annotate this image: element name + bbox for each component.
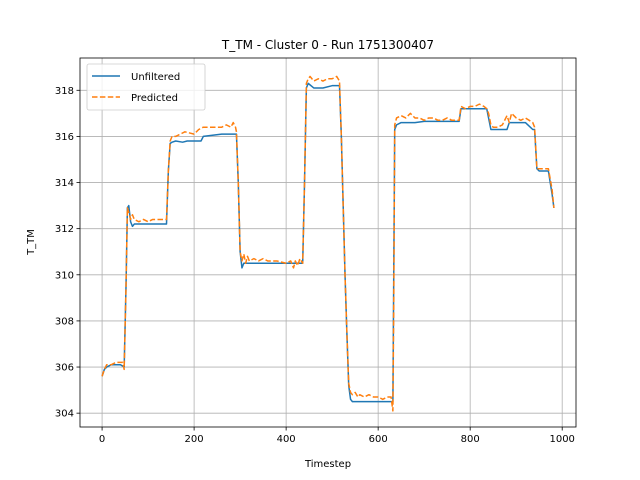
- x-tick-label: 200: [185, 434, 204, 445]
- plot-series: [101, 75, 555, 412]
- grid: [80, 58, 576, 427]
- x-axis-ticks: 0 200 400 600 800 1000: [99, 427, 575, 445]
- y-tick-label: 316: [55, 132, 74, 143]
- y-tick-label: 318: [55, 86, 74, 97]
- legend-label-unfiltered: Unfiltered: [131, 72, 180, 83]
- chart-title: T_TM - Cluster 0 - Run 1751300407: [221, 38, 434, 52]
- series-line-predicted: [101, 75, 555, 412]
- x-tick-label: 0: [99, 434, 105, 445]
- y-axis-ticks: 304 306 308 310 312 314 316 318: [55, 86, 80, 420]
- y-tick-label: 314: [55, 178, 74, 189]
- y-tick-label: 304: [55, 409, 74, 420]
- y-tick-label: 312: [55, 224, 74, 235]
- y-tick-label: 306: [55, 363, 74, 374]
- legend: Unfiltered Predicted: [86, 63, 206, 111]
- x-tick-label: 600: [369, 434, 388, 445]
- y-tick-label: 310: [55, 270, 74, 281]
- y-tick-label: 308: [55, 316, 74, 327]
- legend-label-predicted: Predicted: [131, 93, 178, 104]
- x-tick-label: 1000: [549, 434, 574, 445]
- plot-area-frame: [79, 57, 577, 428]
- x-tick-label: 400: [277, 434, 296, 445]
- y-axis-label: T_TM: [26, 229, 37, 256]
- x-tick-label: 800: [461, 434, 480, 445]
- x-axis-label: Timestep: [304, 459, 351, 470]
